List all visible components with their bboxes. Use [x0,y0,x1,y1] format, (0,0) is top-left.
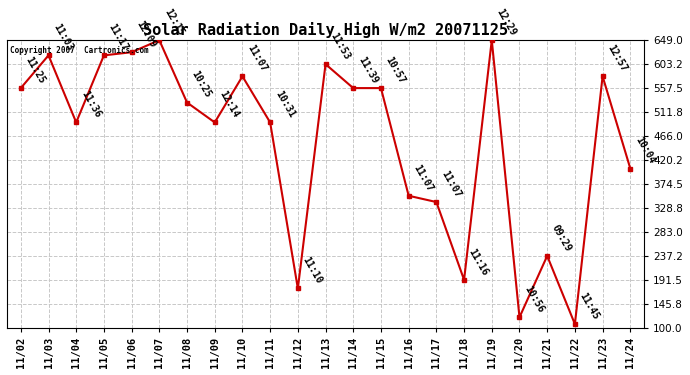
Text: 11:53: 11:53 [328,31,352,62]
Text: 11:03: 11:03 [51,22,75,53]
Text: 10:04: 10:04 [633,135,656,166]
Text: 11:16: 11:16 [467,247,490,277]
Text: 11:10: 11:10 [301,255,324,286]
Text: 10:25: 10:25 [190,69,213,100]
Text: 11:45: 11:45 [578,291,601,321]
Text: 11:07: 11:07 [439,169,462,199]
Text: 12:14: 12:14 [217,89,241,120]
Text: 11:36: 11:36 [79,89,102,120]
Text: 12:57: 12:57 [605,43,629,74]
Text: 12:09: 12:09 [135,19,158,50]
Text: Copyright 2007  Cartronics.com: Copyright 2007 Cartronics.com [10,46,149,55]
Text: 10:31: 10:31 [273,89,296,120]
Text: 12:15: 12:15 [162,7,186,38]
Text: 11:07: 11:07 [411,162,435,193]
Text: 10:57: 10:57 [384,55,407,86]
Text: 12:29: 12:29 [495,7,518,38]
Text: 11:39: 11:39 [356,55,380,86]
Text: 11:07: 11:07 [245,43,268,74]
Text: 10:56: 10:56 [522,284,546,315]
Text: 09:29: 09:29 [550,223,573,253]
Title: Solar Radiation Daily High W/m2 20071125: Solar Radiation Daily High W/m2 20071125 [143,22,508,38]
Text: 11:25: 11:25 [23,55,47,86]
Text: 11:17: 11:17 [107,22,130,53]
